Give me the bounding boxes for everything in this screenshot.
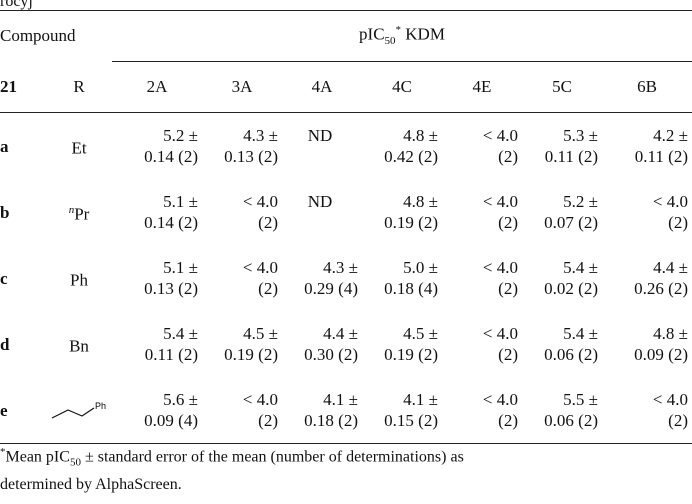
compound-id: c: [0, 268, 8, 288]
r-group: nPr: [68, 203, 90, 224]
pic50-value-cell: 4.8 ±0.42 (2): [384, 126, 438, 166]
compound-id: d: [0, 334, 10, 354]
pic50-value-cell: 4.8 ±0.19 (2): [384, 192, 438, 232]
kdm-column-header: 4C: [362, 61, 442, 113]
pic50-value-cell: 5.0 ±0.18 (4): [384, 258, 438, 298]
pic50-value-cell: 4.3 ±0.13 (2): [224, 126, 278, 166]
table-row: d Bn 5.4 ±0.11 (2) 4.5 ±0.19 (2) 4.4 ±0.30 (…: [0, 311, 692, 377]
kdm-column-header: 4E: [442, 61, 522, 113]
pic50-value-cell: 5.1 ±0.14 (2): [144, 192, 198, 232]
ph-label: Ph: [95, 401, 106, 411]
table-row: e Ph 5.6 ±0.09 (4) < 4.0 (2) 4.1 ±0.18 (2) 4.1…: [0, 377, 692, 444]
pic50-value-cell: < 4.0 (2): [242, 258, 278, 298]
r-group: Ph: [46, 377, 112, 444]
table-row: a Et 5.2 ±0.14 (2) 4.3 ±0.13 (2) ND 4.8 ±0.42…: [0, 113, 692, 180]
kdm-column-header: 4A: [282, 61, 362, 113]
kdm-column-header: 3A: [202, 61, 282, 113]
pic50-value-cell: < 4.0 (2): [442, 377, 522, 444]
compound-id: e: [0, 377, 46, 444]
partial-heading-text: rocyj: [0, 0, 33, 10]
pic50-value-cell: 5.4 ±0.06 (2): [544, 324, 598, 364]
pic50-value-cell: 4.4 ±0.30 (2): [304, 324, 358, 364]
pic50-value-cell: ND: [307, 192, 333, 211]
pic50-value-cell: 4.5 ±0.19 (2): [224, 324, 278, 364]
pic50-value-cell: 5.3 ±0.11 (2): [544, 126, 598, 166]
pic50-value-cell: 5.4 ±0.11 (2): [144, 324, 198, 364]
compound-id: a: [0, 136, 9, 156]
pic50-value-cell: < 4.0 (2): [652, 192, 688, 232]
pic50-value-cell: < 4.0 (2): [482, 258, 518, 298]
pic50-value-cell: < 4.0 (2): [482, 192, 518, 232]
allyl-phenyl-structure-icon: Ph: [51, 401, 106, 419]
r-group: Bn: [69, 336, 89, 356]
pic50-value-cell: 4.5 ±0.19 (2): [384, 324, 438, 364]
pic50-value-cell: 4.3 ±0.29 (4): [304, 258, 358, 298]
pic50-value-cell: 5.4 ±0.02 (2): [544, 258, 598, 298]
pic50-value-cell: 4.1 ±0.15 (2): [362, 377, 442, 444]
pic50-value-cell: 4.8 ±0.09 (2): [634, 324, 688, 364]
pic50-value-cell: ND: [307, 126, 333, 145]
pic50-value-cell: 5.2 ±0.07 (2): [544, 192, 598, 232]
pic50-kdm-header: pIC50* KDM: [112, 10, 692, 62]
compound-header: Compound: [0, 10, 112, 62]
kdm-column-header: 5C: [522, 61, 602, 113]
kdm-column-header: 2A: [112, 61, 202, 113]
pic50-value-cell: 4.1 ±0.18 (2): [282, 377, 362, 444]
pic50-value-cell: 4.4 ±0.26 (2): [634, 258, 688, 298]
footnote: *Mean pIC50 ± standard error of the mean…: [0, 446, 464, 493]
pic50-value-cell: 5.6 ±0.09 (4): [112, 377, 202, 444]
compound-id: b: [0, 202, 10, 222]
r-group: Et: [71, 138, 87, 158]
pic50-value-cell: 5.2 ±0.14 (2): [144, 126, 198, 166]
pic50-value-cell: 5.5 ±0.06 (2): [522, 377, 602, 444]
kdm-inhibition-table: Compound pIC50* KDM 21 R 2A 3A 4A 4C 4E 5C 6B …: [0, 10, 692, 444]
table-row: b nPr 5.1 ±0.14 (2) < 4.0 (2) ND 4.8 ±0.19 (2)…: [0, 179, 692, 245]
table-row: c Ph 5.1 ±0.13 (2) < 4.0 (2) 4.3 ±0.29 (4) 5.0…: [0, 245, 692, 311]
kdm-column-header: 6B: [602, 61, 692, 113]
col-r-header: R: [46, 61, 112, 113]
pic50-value-cell: < 4.0 (2): [482, 126, 518, 166]
pic50-value-cell: < 4.0 (2): [202, 377, 282, 444]
pic50-value-cell: < 4.0 (2): [602, 377, 692, 444]
pic50-value-cell: < 4.0 (2): [242, 192, 278, 232]
col-21-header: 21: [0, 61, 46, 113]
pic50-value-cell: 4.2 ±0.11 (2): [634, 126, 688, 166]
pic50-value-cell: 5.1 ±0.13 (2): [144, 258, 198, 298]
pic50-value-cell: < 4.0 (2): [482, 324, 518, 364]
r-group: Ph: [70, 270, 88, 290]
